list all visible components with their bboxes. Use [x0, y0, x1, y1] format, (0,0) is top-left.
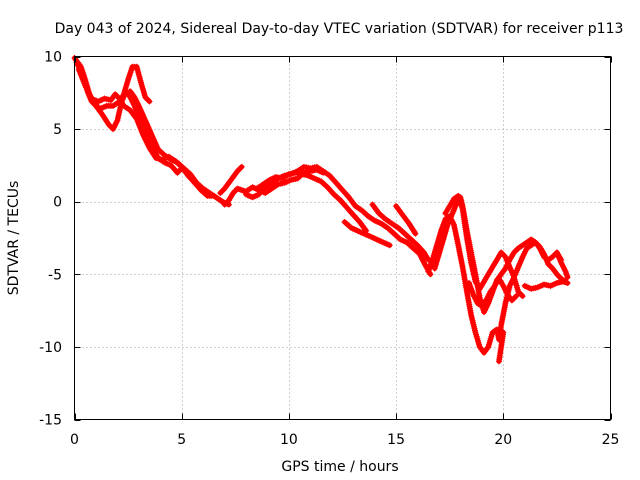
y-axis-label: SDTVAR / TECUs [6, 181, 22, 296]
x-tick-label: 5 [177, 432, 186, 448]
y-tick-label: 5 [53, 122, 62, 138]
y-tick-labels: -15 -10 -5 0 5 10 [39, 50, 62, 429]
plus-markers [496, 329, 507, 365]
y-tick-label: -10 [39, 340, 62, 356]
x-tick-label: 0 [70, 432, 79, 448]
data-marks [71, 55, 571, 365]
data-track [341, 219, 393, 249]
x-tick-label: 20 [494, 432, 512, 448]
plus-markers [253, 169, 370, 234]
x-tick-labels: 0 5 10 15 20 25 [70, 432, 619, 448]
data-track [393, 203, 419, 237]
plot-frame [74, 56, 611, 420]
chart-title: Day 043 of 2024, Sidereal Day-to-day VTE… [55, 21, 624, 37]
plus-markers [521, 278, 571, 292]
x-tick-label: 25 [602, 432, 620, 448]
plus-markers [217, 163, 245, 196]
plus-markers [341, 219, 393, 249]
plus-markers [466, 275, 520, 310]
plus-markers [553, 249, 571, 281]
plus-markers [393, 203, 419, 237]
data-track [253, 169, 370, 234]
data-track [466, 275, 520, 310]
data-track [217, 163, 245, 196]
data-track [496, 329, 507, 365]
x-axis-label: GPS time / hours [281, 459, 398, 475]
data-track [127, 88, 232, 208]
plus-markers [442, 192, 526, 300]
x-tick-label: 15 [387, 432, 405, 448]
y-tick-label: 0 [53, 195, 62, 211]
tick-marks [74, 56, 612, 421]
y-tick-label: -15 [39, 413, 62, 429]
data-track [521, 278, 571, 292]
data-track [369, 201, 432, 263]
plus-markers [369, 201, 432, 263]
x-tick-label: 10 [280, 432, 298, 448]
data-track [553, 249, 571, 281]
plus-markers [127, 88, 232, 208]
data-trace [127, 88, 232, 208]
y-tick-label: -5 [48, 267, 62, 283]
data-track [442, 192, 526, 300]
y-tick-label: 10 [44, 50, 62, 66]
